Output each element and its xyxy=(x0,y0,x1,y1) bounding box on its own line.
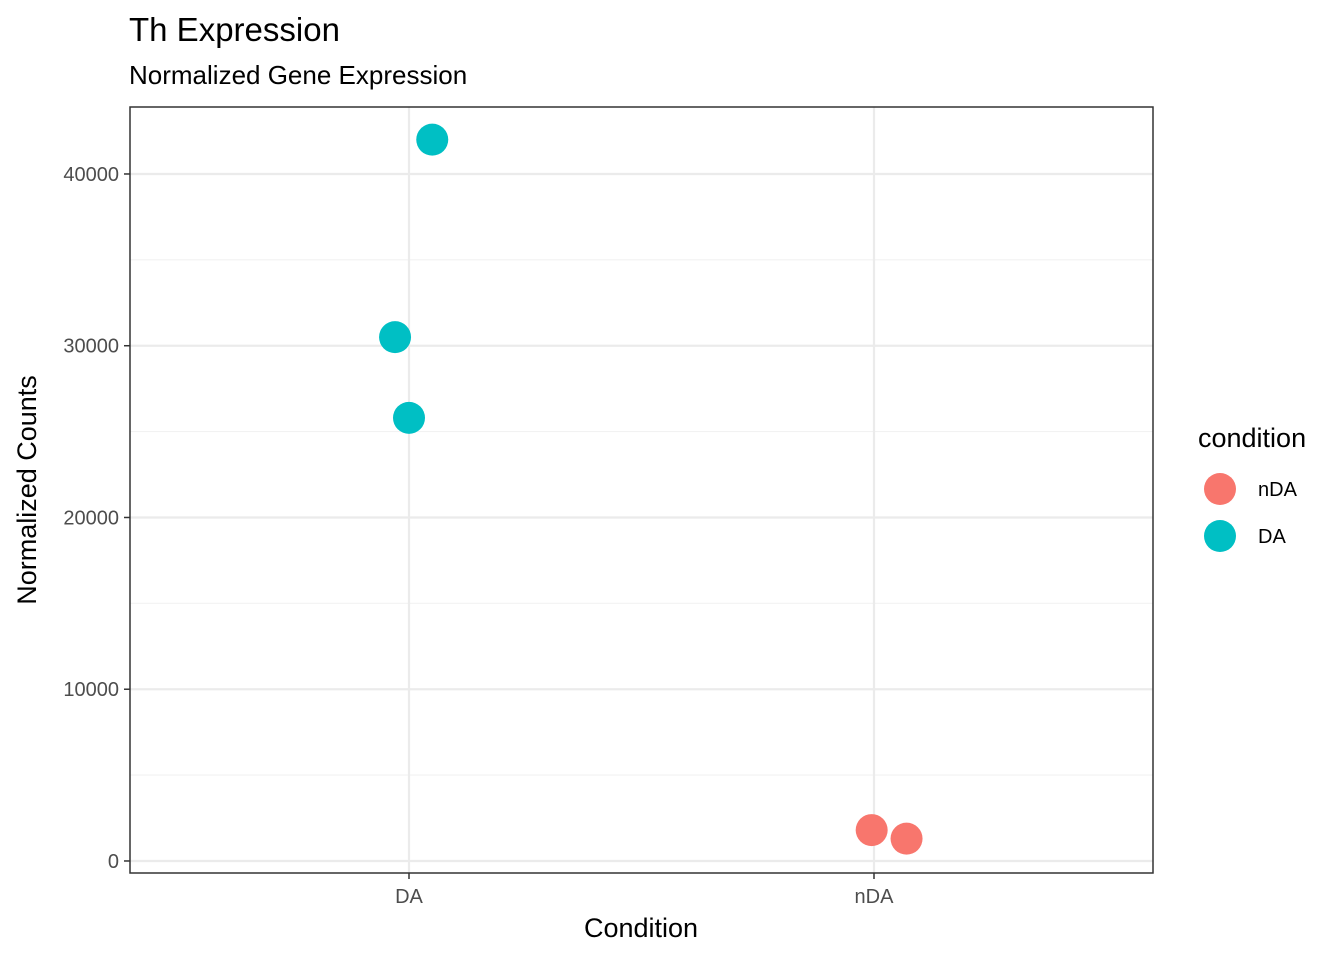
data-point-nda xyxy=(855,814,888,847)
legend-key-nda xyxy=(1204,473,1236,505)
data-point-da xyxy=(416,123,449,156)
axes: 0 10000 20000 30000 40000 DA nDA xyxy=(63,164,894,908)
data-point-nda xyxy=(890,822,923,855)
legend-key-da xyxy=(1204,520,1236,552)
legend-label-nda: nDA xyxy=(1258,479,1298,501)
legend-title: condition xyxy=(1198,423,1306,453)
y-tick-label: 10000 xyxy=(63,679,119,701)
x-axis-title: Condition xyxy=(584,913,698,943)
x-tick-label: DA xyxy=(395,886,423,908)
panel-border xyxy=(129,106,1154,874)
data-point-da xyxy=(379,321,412,354)
y-axis-title: Normalized Counts xyxy=(12,375,42,605)
data-point-da xyxy=(393,401,425,434)
y-tick-label: 40000 xyxy=(63,164,119,186)
y-tick-label: 0 xyxy=(108,851,119,873)
x-tick-label: nDA xyxy=(855,886,895,908)
legend-label-da: DA xyxy=(1258,526,1286,548)
chart-subtitle: Normalized Gene Expression xyxy=(129,60,467,90)
legend: condition nDA DA xyxy=(1198,423,1306,552)
chart-title: Th Expression xyxy=(129,11,340,48)
y-tick-label: 30000 xyxy=(63,336,119,358)
grid xyxy=(130,107,1153,873)
data-points xyxy=(379,123,923,855)
y-tick-label: 20000 xyxy=(63,507,119,529)
